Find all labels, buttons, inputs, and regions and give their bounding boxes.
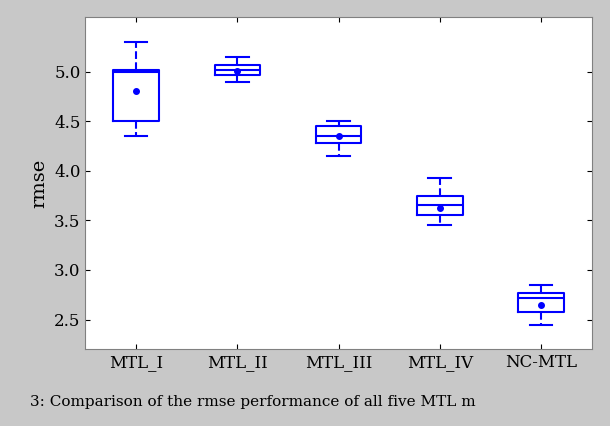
- Y-axis label: rmse: rmse: [30, 158, 48, 208]
- Text: 3: Comparison of the rmse performance of all five MTL m: 3: Comparison of the rmse performance of…: [30, 395, 476, 409]
